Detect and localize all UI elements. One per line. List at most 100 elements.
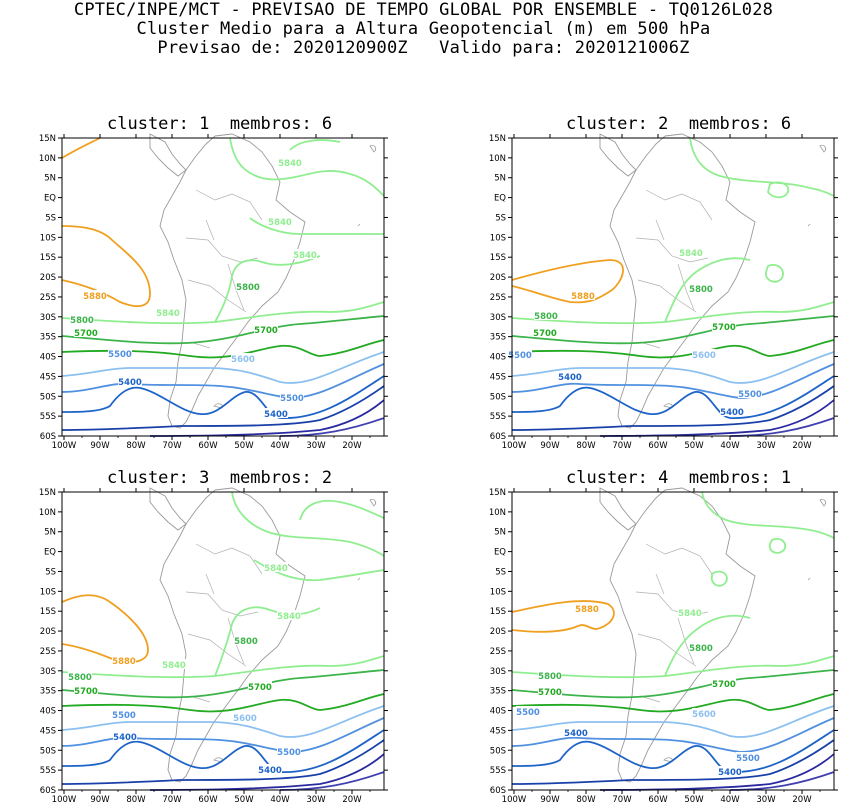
contour-label: 5700 [538, 688, 562, 698]
lon-label: 30W [756, 441, 776, 450]
contour-5700 [61, 693, 385, 713]
lat-label: 60S [490, 432, 506, 442]
contour-5800 [511, 315, 835, 345]
lat-label: 50S [40, 392, 56, 402]
lon-label: 90W [90, 795, 110, 803]
contour-label-bg [689, 642, 713, 652]
contour-5300 [511, 385, 835, 431]
contour-label-bg [236, 281, 260, 291]
contour-label: 5880 [112, 657, 136, 667]
contour-label: 5700 [74, 329, 98, 339]
lat-label: 10S [490, 587, 506, 597]
contour-label-bg [508, 349, 532, 359]
lat-label: 5S [45, 213, 56, 223]
land-outline [149, 133, 377, 429]
map-panel-cluster-3: 5880 5840 5840 5840 5800 5800 5700 5700 5600 5500… [39, 487, 388, 803]
lat-label: 10N [39, 154, 56, 164]
contour-5400 [511, 729, 835, 773]
contour-label-bg [278, 157, 302, 167]
contour-label-bg [712, 321, 736, 331]
contour-label: 5400 [113, 733, 137, 743]
lat-label: 25S [40, 293, 56, 303]
contour-label: 5500 [508, 351, 532, 361]
contour-label-bg [156, 307, 180, 317]
lat-label: 20S [40, 273, 56, 283]
contour-label: 5400 [258, 766, 282, 776]
contour-label: 5500 [277, 748, 301, 758]
lat-label: 30S [490, 667, 506, 677]
contour-label-bg [277, 746, 301, 756]
lon-label: 20W [792, 795, 812, 803]
lat-label: 15N [489, 134, 506, 144]
contour-label-bg [678, 607, 702, 617]
lat-label: 5N [44, 528, 56, 538]
lat-label: EQ [494, 548, 506, 558]
lat-label: 10N [489, 154, 506, 164]
contour-label-bg [280, 392, 304, 402]
contour-5840 [664, 257, 751, 323]
lat-label: 15S [490, 253, 506, 263]
contour-label: 5500 [736, 754, 760, 764]
lat-label: EQ [494, 194, 506, 204]
contour-5840 [664, 614, 751, 677]
map-frame [61, 137, 385, 437]
lon-label: 50W [234, 441, 254, 450]
contour-5840 [710, 570, 728, 587]
lon-label: 30W [306, 441, 326, 450]
lat-label: 40S [490, 707, 506, 717]
lat-label: 60S [490, 786, 506, 796]
lon-label: 80W [126, 795, 146, 803]
lat-label: 30S [40, 313, 56, 323]
lat-label: EQ [44, 194, 56, 204]
contour-5300 [61, 739, 385, 785]
lon-label: 60W [198, 441, 218, 450]
lat-label: 25S [40, 647, 56, 657]
lat-label: 10N [489, 508, 506, 518]
contour-label: 5700 [74, 687, 98, 697]
contour-5840 [61, 655, 385, 679]
contour-label: 5500 [280, 394, 304, 404]
contour-5400 [511, 375, 835, 419]
lon-label: 70W [162, 441, 182, 450]
map-panel-cluster-4: 5880 5840 5800 5800 5700 5700 5600 5500 5500 5400… [489, 487, 838, 803]
lon-label: 30W [756, 795, 776, 803]
lat-label: 30S [40, 667, 56, 677]
contour-label-bg [268, 216, 292, 226]
contour-5840 [249, 217, 384, 235]
header-line-2: Cluster Medio para a Altura Geopotencial… [136, 19, 711, 39]
contour-5840 [767, 181, 790, 199]
lon-label: 100W [52, 795, 77, 803]
lat-label: 5S [45, 567, 56, 577]
contour-lines [511, 491, 835, 791]
contour-label-bg [258, 764, 282, 774]
contour-label: 5600 [692, 710, 716, 720]
contour-label-bg [718, 766, 742, 776]
lon-label: 50W [684, 795, 704, 803]
contour-label: 5800 [236, 283, 260, 293]
lon-label: 80W [576, 441, 596, 450]
contour-label-bg [277, 610, 301, 620]
contour-label-bg [112, 655, 136, 665]
lat-label: 15S [40, 253, 56, 263]
contour-label-bg [162, 659, 186, 669]
contour-lines [61, 491, 385, 791]
contour-5880 [511, 600, 615, 633]
contour-5700 [61, 339, 385, 359]
contour-label-bg [692, 349, 716, 359]
lat-label: 10S [40, 233, 56, 243]
lat-label: 5N [494, 528, 506, 538]
contour-label: 5700 [248, 683, 272, 693]
lon-label: 60W [648, 441, 668, 450]
lat-label: 45S [40, 372, 56, 382]
contour-label-bg [720, 406, 744, 416]
map-frame [511, 491, 835, 791]
contour-label-bg [571, 290, 595, 300]
lat-label: 15S [490, 607, 506, 617]
lon-label: 90W [540, 795, 560, 803]
contour-label-bg [254, 324, 278, 334]
lat-label: EQ [44, 548, 56, 558]
contour-label-bg [538, 670, 562, 680]
lat-label: 45S [40, 726, 56, 736]
contour-label: 5400 [718, 768, 742, 778]
lon-label: 40W [720, 795, 740, 803]
